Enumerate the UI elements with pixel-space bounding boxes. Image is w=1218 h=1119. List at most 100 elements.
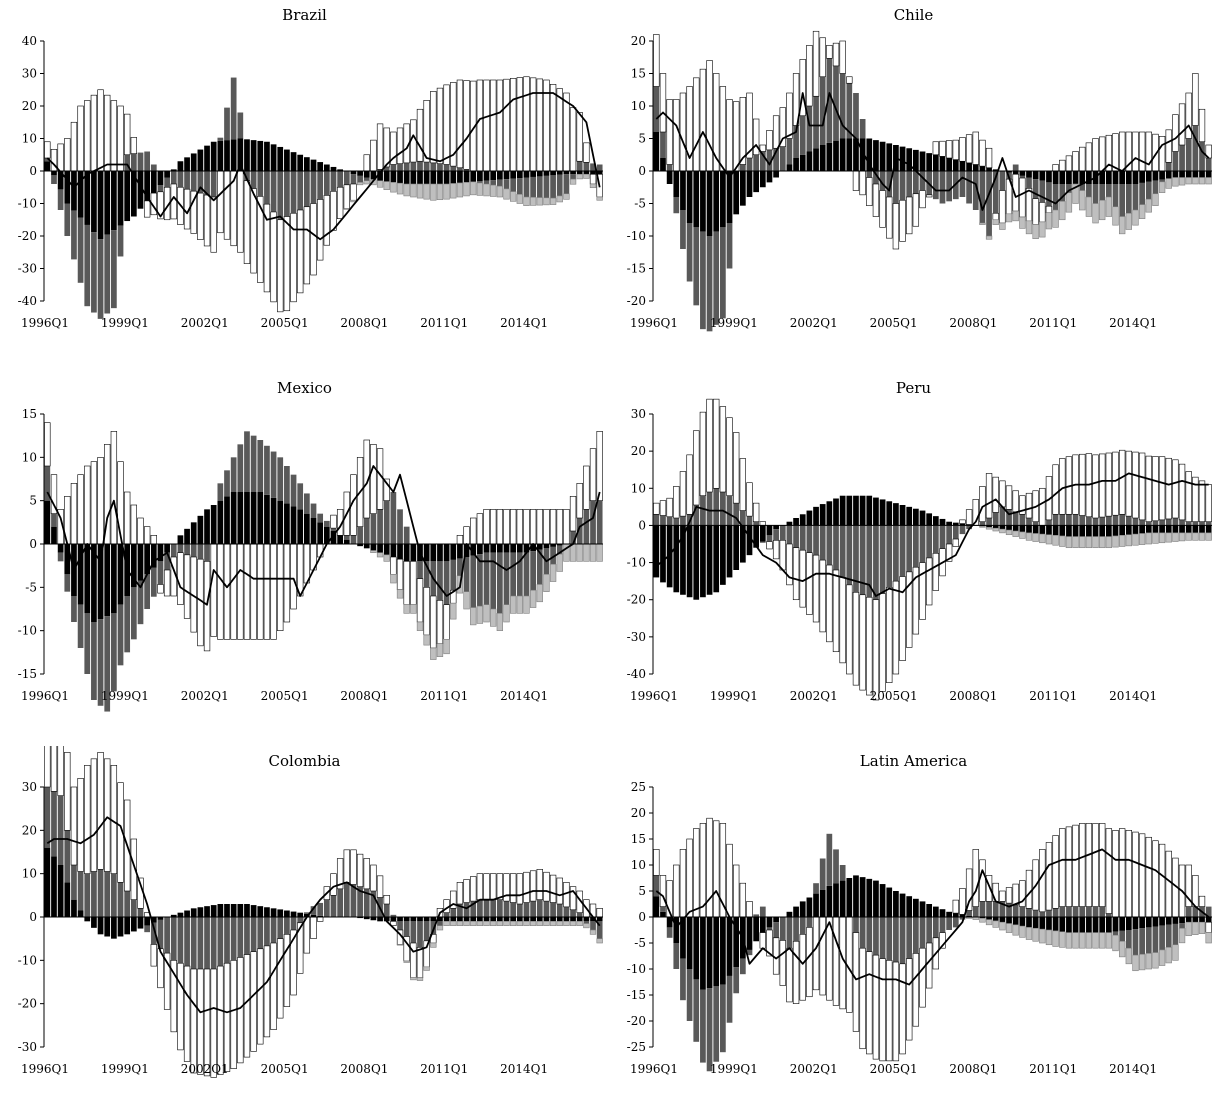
bar-dark-q73 [1139,182,1145,205]
bar-black-q0 [44,161,51,171]
bar-black-q12 [733,171,740,215]
bar-grey-q69 [1112,535,1119,548]
bar-black-q78 [1172,525,1179,533]
bar-grey-q69 [503,604,510,623]
bar-grey-q77 [556,921,563,926]
bar-white-q61 [1059,458,1066,515]
bar-white-q80 [1185,864,1192,907]
bar-grey-q83 [1205,177,1212,185]
bar-black-q63 [1072,917,1079,933]
bar-black-q7 [91,917,97,928]
bar-black-q5 [686,171,693,223]
bar-black-q37 [899,146,906,171]
bar-white-q65 [476,873,484,900]
bar-dark-q3 [64,830,71,883]
bar-dark-q17 [157,919,164,949]
bar-black-q24 [813,148,819,171]
bar-dark-q22 [799,917,806,935]
bar-white-q11 [726,417,733,497]
bar-black-q0 [44,847,51,917]
bar-black-q49 [370,917,377,921]
bar-black-q6 [693,525,700,600]
bar-white-q56 [416,108,424,162]
bar-black-q78 [1172,917,1179,924]
bar-black-q13 [130,917,137,932]
bar-black-q54 [403,917,410,922]
bar-grey-q79 [569,543,577,562]
bar-dark-q54 [1012,511,1019,526]
bar-dark-q40 [919,171,926,191]
bar-black-q45 [952,159,959,171]
y-tick-label: 10 [631,858,646,872]
bar-white-q82 [1198,108,1206,143]
bar-dark-q61 [450,559,457,591]
bar-dark-q67 [1099,184,1106,201]
bar-white-q16 [150,944,157,967]
bar-dark-q4 [680,958,686,1001]
bar-dark-q3 [673,518,680,526]
bar-white-q25 [210,543,217,637]
bar-black-q49 [979,917,986,919]
bar-dark-q75 [1152,180,1159,194]
bar-dark-q71 [1125,930,1132,949]
bar-white-q53 [1005,485,1013,510]
bar-black-q23 [806,510,813,526]
bar-dark-q18 [773,922,779,938]
bar-black-q20 [177,912,184,917]
bar-dark-q57 [1032,179,1039,199]
bar-dark-q4 [71,865,77,900]
bar-black-q44 [337,535,343,544]
y-tick-label: -10 [627,556,646,570]
bar-dark-q16 [150,567,157,597]
x-tick-label: 2014Q1 [500,689,548,703]
bar-white-q14 [746,482,753,517]
bar-dark-q10 [720,984,726,1053]
bar-dark-q11 [117,225,124,257]
bar-dark-q32 [866,525,873,598]
bar-dark-q24 [204,544,210,562]
bar-white-q79 [1178,103,1186,146]
bar-black-q34 [270,144,277,171]
x-tick-label: 2011Q1 [420,689,468,703]
bar-grey-q78 [563,921,570,926]
bar-grey-q77 [556,195,563,203]
bar-dark-q39 [304,912,310,914]
bar-grey-q61 [450,921,457,926]
bar-black-q83 [596,917,603,922]
bar-white-q78 [1172,459,1179,519]
bar-grey-q67 [1099,199,1106,221]
bar-dark-q56 [1026,908,1032,917]
bar-white-q46 [959,519,966,524]
bar-dark-q18 [164,917,170,954]
bar-grey-q70 [509,921,517,926]
bar-white-q76 [1158,843,1166,918]
bar-dark-q47 [966,910,972,916]
bar-white-q51 [992,476,999,513]
bar-white-q30 [852,591,860,686]
chart-title: Peru [895,379,932,397]
bar-grey-q82 [589,543,597,562]
bar-black-q55 [410,544,417,562]
bar-dark-q69 [1112,515,1119,526]
bar-black-q50 [377,544,383,553]
bar-black-q26 [826,142,833,171]
bar-dark-q0 [653,86,660,132]
bar-white-q6 [84,100,91,172]
bar-grey-q74 [536,921,543,926]
bar-black-q25 [819,145,826,171]
bar-white-q12 [733,864,740,918]
bar-dark-q4 [71,210,77,260]
bar-grey-q64 [1079,536,1086,549]
x-tick-label: 1996Q1 [21,316,69,330]
bar-black-q32 [866,138,873,171]
bar-white-q32 [866,951,873,1055]
bar-white-q18 [772,539,780,560]
bar-white-q16 [759,521,766,526]
bar-black-q40 [919,901,926,917]
bar-black-q39 [304,157,310,171]
bar-grey-q75 [1152,532,1159,544]
y-tick-label: 0 [638,518,646,532]
bar-dark-q34 [879,917,886,959]
bar-black-q29 [237,138,244,171]
bar-white-q53 [396,127,404,164]
